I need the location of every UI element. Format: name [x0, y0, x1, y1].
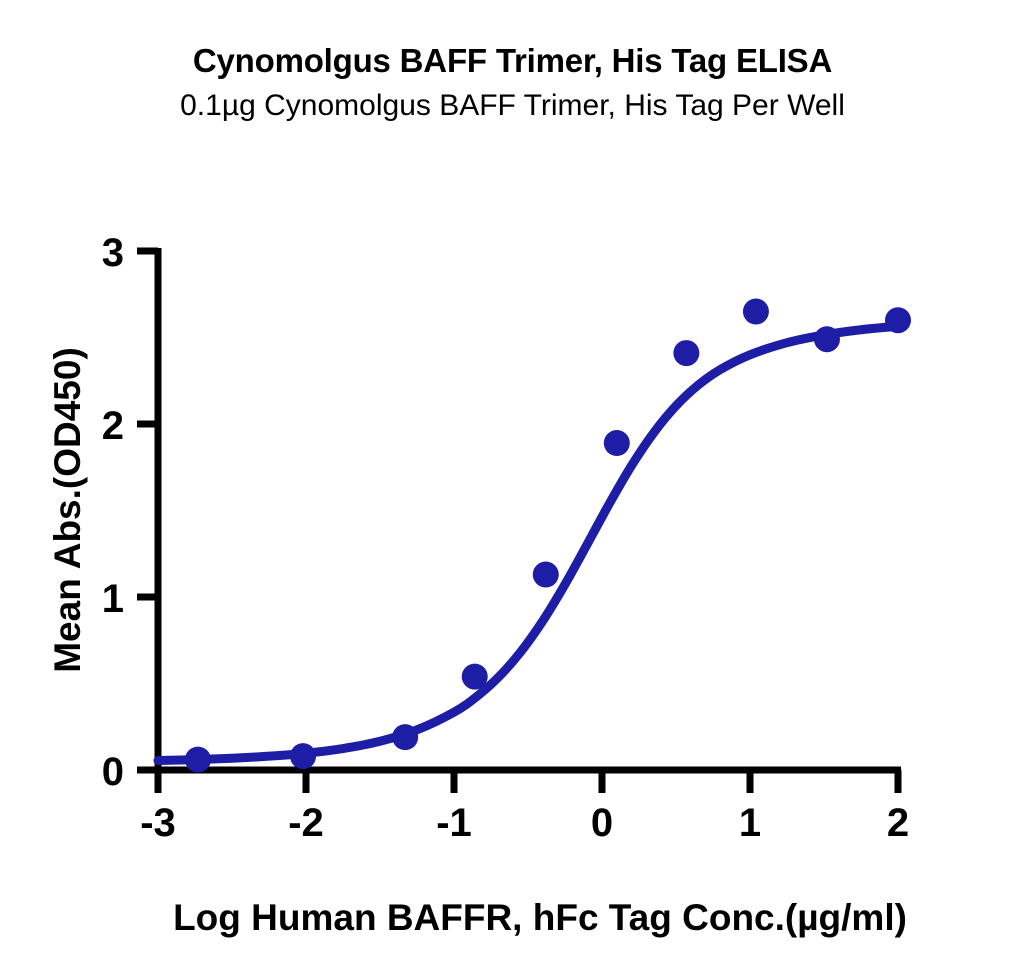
- x-tick-label-1: 1: [739, 801, 761, 845]
- y-axis-tick-labels: 3 2 1 0: [102, 231, 124, 794]
- y-tick-label-1: 1: [102, 577, 124, 621]
- x-axis-tick-labels: -3 -2 -1 0 1 2: [140, 801, 909, 845]
- data-point: [813, 326, 840, 353]
- y-tick-label-2: 2: [102, 404, 124, 448]
- data-point-group: [184, 298, 911, 773]
- x-tick-label--3: -3: [140, 801, 176, 845]
- data-point: [742, 298, 769, 325]
- y-tick-label-3: 3: [102, 231, 124, 275]
- chart-title: Cynomolgus BAFF Trimer, His Tag ELISA: [192, 42, 833, 79]
- y-tick-label-0: 0: [102, 750, 124, 794]
- x-tick-label-2: 2: [887, 801, 909, 845]
- x-tick-label-0: 0: [591, 801, 613, 845]
- x-tick-label--2: -2: [288, 801, 324, 845]
- x-axis-title: Log Human BAFFR, hFc Tag Conc.(µg/ml): [173, 897, 907, 938]
- data-point: [532, 561, 559, 588]
- data-point: [461, 663, 488, 690]
- data-point: [290, 743, 317, 770]
- chart-subtitle: 0.1µg Cynomolgus BAFF Trimer, His Tag Pe…: [180, 89, 845, 122]
- x-axis-ticks: [154, 770, 902, 793]
- data-point: [885, 307, 911, 334]
- fit-curve: [153, 321, 903, 765]
- y-axis-title: Mean Abs.(OD450): [47, 347, 88, 673]
- data-point: [184, 746, 211, 773]
- data-point: [673, 340, 700, 367]
- x-tick-label--1: -1: [436, 801, 472, 845]
- chart-header: Cynomolgus BAFF Trimer, His Tag ELISA 0.…: [0, 40, 1025, 126]
- data-point: [603, 430, 630, 457]
- data-point: [392, 724, 419, 751]
